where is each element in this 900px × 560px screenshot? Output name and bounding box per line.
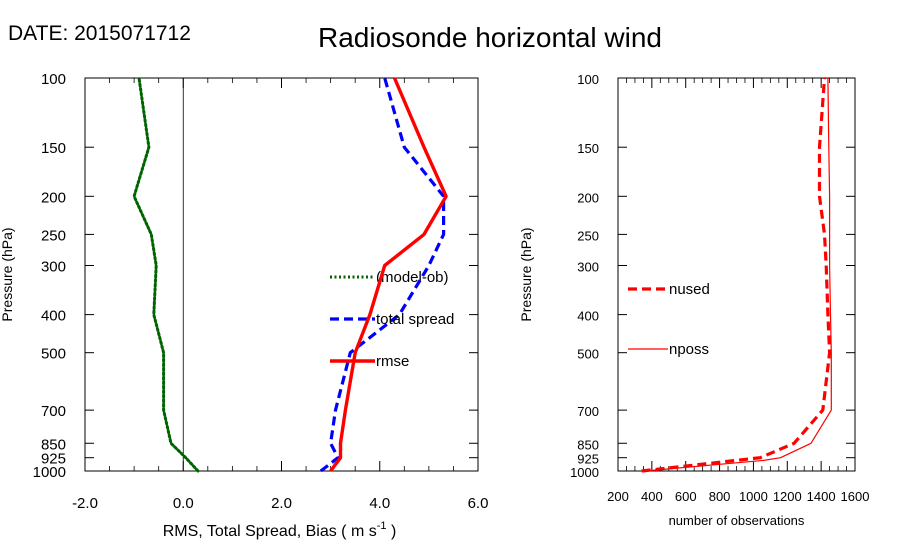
- x-tick-label: 800: [709, 489, 731, 504]
- x-axis-label-text: RMS, Total Spread, Bias ( m s: [163, 523, 377, 540]
- legend-label: nposs: [669, 341, 709, 358]
- y-tick-label: 200: [577, 190, 599, 205]
- y-tick-label: 700: [577, 404, 599, 419]
- legend-label: total spread: [376, 311, 454, 328]
- y-tick-label: 700: [41, 403, 66, 420]
- x-tick-label: 1400: [807, 489, 836, 504]
- x-tick-label: 1000: [739, 489, 768, 504]
- y-axis-label: Pressure (hPa): [518, 227, 534, 321]
- x-tick-label: 4.0: [369, 495, 390, 512]
- y-tick-label: 500: [41, 346, 66, 363]
- y-tick-label: 850: [41, 436, 66, 453]
- y-tick-label: 250: [41, 227, 66, 244]
- x-axis-label-unit-exponent: -1: [377, 520, 387, 532]
- y-tick-label: 850: [577, 437, 599, 452]
- x-tick-label: 400: [641, 489, 663, 504]
- x-axis-label: number of observations: [669, 513, 805, 528]
- legend-label: (model-ob): [376, 269, 449, 286]
- series-line-totalspread: [319, 77, 446, 473]
- y-tick-label: 250: [577, 228, 599, 243]
- y-tick-label: 150: [577, 141, 599, 156]
- y-tick-label: 200: [41, 189, 66, 206]
- y-tick-label: 300: [41, 259, 66, 276]
- x-tick-label: -2.0: [72, 495, 98, 512]
- x-axis-label: RMS, Total Spread, Bias ( m s-1 ): [163, 520, 397, 540]
- x-tick-label: 0.0: [173, 495, 194, 512]
- x-axis-label-end: ): [387, 523, 397, 540]
- y-tick-label: 500: [577, 347, 599, 362]
- y-tick-label: 100: [577, 72, 599, 87]
- y-tick-label: 925: [577, 452, 599, 467]
- legend-label: rmse: [376, 353, 409, 370]
- y-tick-label: 400: [41, 308, 66, 325]
- date-label: DATE: 2015071712: [8, 22, 191, 45]
- y-tick-label: 1000: [33, 464, 66, 481]
- x-tick-label: 1600: [841, 489, 870, 504]
- x-axis-label-text: number of observations: [669, 513, 805, 528]
- legend-label: nused: [669, 281, 710, 298]
- y-tick-label: 300: [577, 260, 599, 275]
- series-line-nused: [641, 77, 832, 473]
- series-line-rmse: [329, 77, 448, 473]
- x-tick-label: 200: [607, 489, 629, 504]
- figure-title: Radiosonde horizontal wind: [318, 22, 662, 53]
- series-line-nposs: [645, 77, 832, 472]
- y-tick-label: 1000: [570, 465, 599, 480]
- x-tick-label: 2.0: [271, 495, 292, 512]
- x-tick-label: 600: [675, 489, 697, 504]
- y-tick-label: 150: [41, 140, 66, 157]
- x-tick-label: 6.0: [468, 495, 489, 512]
- x-tick-label: 1200: [773, 489, 802, 504]
- y-axis-label: Pressure (hPa): [0, 227, 15, 321]
- y-tick-label: 100: [41, 71, 66, 88]
- y-tick-label: 400: [577, 309, 599, 324]
- series-line-modelob: [132, 76, 200, 473]
- y-tick-label: 925: [41, 451, 66, 468]
